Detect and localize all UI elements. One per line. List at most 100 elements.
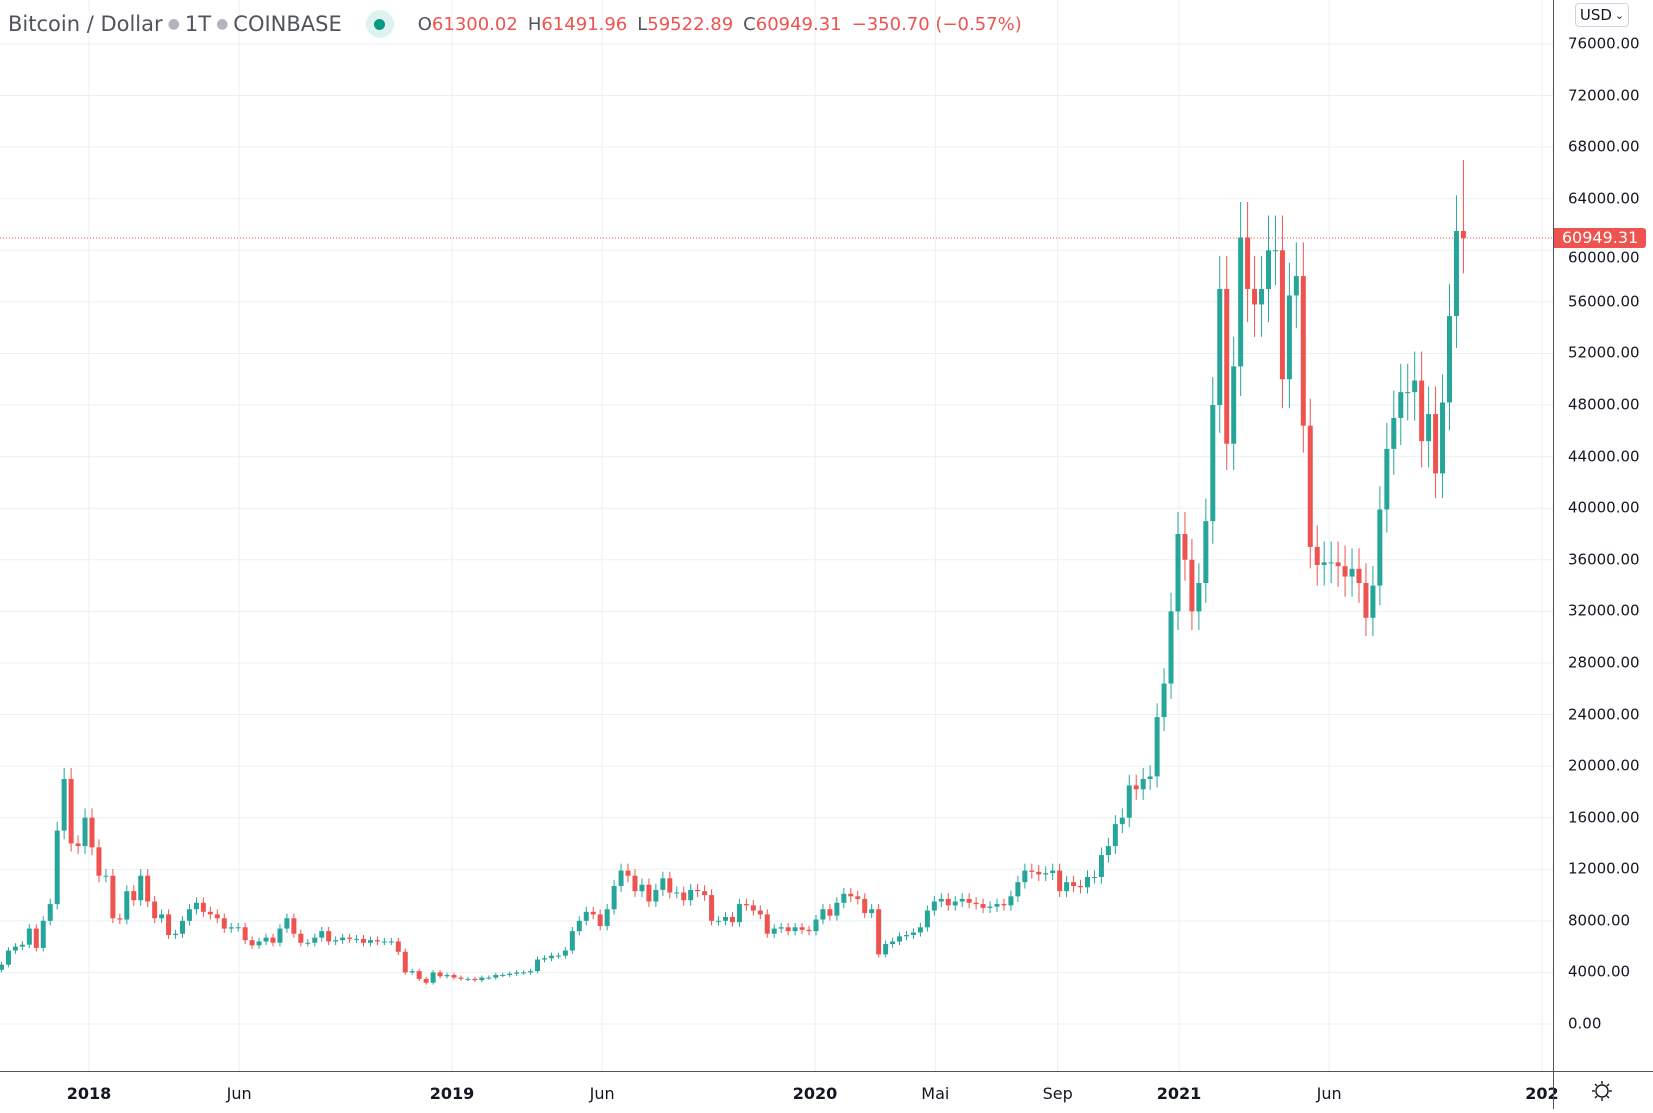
candle-body <box>1078 886 1084 888</box>
candle-body <box>1245 237 1251 289</box>
price-change: −350.70 (−0.57%) <box>851 13 1022 35</box>
candle-body <box>1133 785 1139 790</box>
candle-body <box>249 940 255 946</box>
candle-body <box>166 914 172 936</box>
candle-body <box>1084 876 1090 888</box>
candle-body <box>917 927 923 933</box>
candle-body <box>625 870 631 876</box>
candle-body <box>40 920 46 948</box>
time-tick-label: Sep <box>1042 1084 1073 1103</box>
candle-body <box>1259 288 1265 305</box>
candle-body <box>1286 295 1292 380</box>
candle-body <box>1419 380 1425 442</box>
candle-body <box>604 909 610 926</box>
candle-body <box>402 951 408 973</box>
candle-body <box>562 950 568 956</box>
candle-body <box>910 932 916 936</box>
price-axis[interactable]: 76000.00 72000.00 68000.00 64000.00 60000.00… <box>1553 0 1653 1071</box>
candle-body <box>193 902 199 910</box>
candle-body <box>1057 870 1063 892</box>
candle-body <box>1377 509 1383 586</box>
candle-body <box>1015 882 1021 897</box>
candle-body <box>813 919 819 932</box>
time-tick-label: Jun <box>226 1084 252 1103</box>
ohlc-high: H61491.96 <box>527 13 628 35</box>
candle-body <box>326 931 332 942</box>
candle-body <box>716 920 722 922</box>
candle-body <box>841 893 847 903</box>
candle-body <box>1363 582 1369 618</box>
separator-dot: ● <box>216 16 229 32</box>
candle-body <box>54 830 60 905</box>
candle-body <box>263 937 269 942</box>
candle-body <box>521 972 527 974</box>
candle-body <box>799 927 805 930</box>
time-tick-label: 2020 <box>792 1084 838 1103</box>
price-tick-label: 56000.00 <box>1568 292 1640 311</box>
candle-body <box>493 974 499 978</box>
candle-body <box>26 928 32 945</box>
candlestick-plot[interactable] <box>0 0 1553 1071</box>
candle-body <box>806 929 812 932</box>
settings-button[interactable] <box>1553 1071 1653 1109</box>
time-axis[interactable]: 2018 Jun 2019 Jun 2020 Mai Sep 2021 Jun 202 <box>0 1071 1559 1109</box>
candle-body <box>702 891 708 896</box>
candle-body <box>1043 873 1049 875</box>
candle-body <box>117 918 123 920</box>
candle-body <box>5 950 11 965</box>
candle-body <box>834 902 840 916</box>
market-status-dot-icon <box>365 10 394 38</box>
candle-body <box>890 941 896 945</box>
candle-body <box>354 938 360 940</box>
price-chart[interactable] <box>0 0 1553 1071</box>
candle-body <box>1446 316 1452 403</box>
ohlc-open: O61300.02 <box>417 13 518 35</box>
candle-body <box>966 898 972 903</box>
candle-body <box>96 847 102 876</box>
price-tick-label: 76000.00 <box>1568 34 1640 53</box>
candle-body <box>1426 414 1432 442</box>
candle-body <box>173 933 179 936</box>
candle-body <box>848 893 854 897</box>
candle-body <box>883 944 889 955</box>
candle-body <box>437 972 443 977</box>
candle-body <box>1321 562 1327 565</box>
candle-body <box>535 959 541 972</box>
candle-body <box>138 875 144 901</box>
candle-body <box>68 778 74 844</box>
candle-body <box>1342 566 1348 577</box>
candle-body <box>507 973 513 975</box>
candle-body <box>722 916 728 921</box>
candle-body <box>576 920 582 932</box>
candle-body <box>89 817 95 848</box>
candle-body <box>1210 405 1216 522</box>
candle-body <box>0 964 5 970</box>
symbol-name[interactable]: Bitcoin / Dollar <box>8 12 163 36</box>
interval[interactable]: 1T <box>184 12 212 36</box>
candle-body <box>284 918 290 929</box>
currency-dropdown[interactable]: USD ⌄ <box>1575 3 1629 27</box>
candle-body <box>1433 414 1439 474</box>
candle-body <box>1307 425 1313 547</box>
candle-body <box>771 928 777 934</box>
price-tick-label: 68000.00 <box>1568 137 1640 156</box>
candle-body <box>987 906 993 908</box>
candle-body <box>897 936 903 942</box>
candle-body <box>514 972 520 974</box>
candle-body <box>381 941 387 943</box>
candle-body <box>639 884 645 892</box>
candle-body <box>611 886 617 910</box>
candle-body <box>235 927 241 929</box>
candle-body <box>945 898 951 906</box>
candle-body <box>590 911 596 915</box>
candle-body <box>1293 276 1299 296</box>
candle-body <box>388 941 394 943</box>
candle-body <box>660 878 666 890</box>
candle-body <box>179 920 185 934</box>
time-tick-label: Mai <box>921 1084 950 1103</box>
candle-body <box>1328 562 1334 564</box>
candle-body <box>1412 380 1418 393</box>
time-tick-label: 2018 <box>66 1084 112 1103</box>
candle-body <box>256 941 262 946</box>
candle-body <box>688 889 694 901</box>
